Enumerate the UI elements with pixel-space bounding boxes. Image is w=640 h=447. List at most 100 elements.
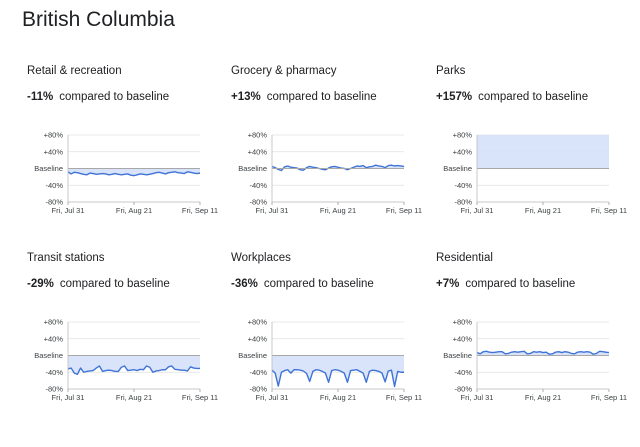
panel-title: Retail & recreation	[27, 65, 122, 77]
x-tick-label: Fri, Jul 31	[52, 206, 85, 215]
series-line	[272, 164, 404, 172]
change-suffix: compared to baseline	[465, 278, 576, 290]
panel-title: Residential	[436, 252, 493, 264]
series-group	[272, 355, 404, 388]
series-area	[477, 351, 609, 356]
y-tick-label: +40%	[453, 147, 473, 156]
y-tick-label: -40%	[45, 181, 63, 190]
y-tick-label: -40%	[454, 181, 472, 190]
panel-title: Workplaces	[231, 252, 291, 264]
parks-chart[interactable]: +80% +40% Baseline -40% -80%Fri, Jul 31 Fri, …	[436, 123, 627, 223]
change-value: -11%	[27, 91, 54, 103]
x-tick-label: Fri, Jul 31	[256, 393, 289, 402]
change-suffix: compared to baseline	[59, 91, 170, 103]
y-tick-label: +80%	[248, 318, 268, 327]
y-tick-label: -80%	[454, 385, 472, 394]
retail-recreation-chart[interactable]: +80% +40% Baseline -40% -80%Fri, Jul 31 Fri, …	[27, 123, 218, 223]
y-tick-label: Baseline	[443, 164, 472, 173]
series-line	[477, 350, 609, 355]
series-group	[477, 350, 609, 356]
y-tick-label: -80%	[45, 198, 63, 207]
panel-title: Parks	[436, 65, 466, 77]
series-area	[68, 355, 200, 375]
change-value: +157%	[436, 91, 473, 103]
change-suffix: compared to baseline	[266, 91, 377, 103]
workplaces-chart[interactable]: +80% +40% Baseline -40% -80%Fri, Jul 31 Fri, …	[231, 310, 422, 410]
y-tick-label: +40%	[248, 147, 268, 156]
y-tick-label: -40%	[249, 368, 267, 377]
residential-chart[interactable]: +80% +40% Baseline -40% -80%Fri, Jul 31 Fri, …	[436, 310, 627, 410]
panel-residential: Residential +7% compared to baseline +80%…	[436, 252, 627, 417]
y-tick-label: -40%	[249, 181, 267, 190]
x-tick-label: Fri, Aug 21	[525, 206, 561, 215]
y-tick-label: +80%	[453, 318, 473, 327]
series-line	[68, 365, 200, 376]
series-group	[68, 168, 200, 177]
y-tick-label: -80%	[454, 198, 472, 207]
panel-grocery-pharmacy: Grocery & pharmacy +13% compared to basel…	[231, 65, 422, 230]
x-tick-label: Fri, Jul 31	[256, 206, 289, 215]
page-title: British Columbia	[22, 8, 175, 31]
y-tick-label: Baseline	[238, 351, 267, 360]
transit-stations-chart[interactable]: +80% +40% Baseline -40% -80%Fri, Jul 31 Fri, …	[27, 310, 218, 410]
y-tick-label: +40%	[248, 334, 268, 343]
series-area	[68, 168, 200, 176]
x-tick-label: Fri, Sep 11	[386, 206, 422, 215]
panel-workplaces: Workplaces -36% compared to baseline +80%…	[231, 252, 422, 417]
x-tick-label: Fri, Sep 11	[591, 206, 627, 215]
x-tick-label: Fri, Aug 21	[116, 206, 152, 215]
x-tick-label: Fri, Jul 31	[52, 393, 85, 402]
y-tick-label: Baseline	[238, 164, 267, 173]
y-tick-label: Baseline	[443, 351, 472, 360]
change-value: -36%	[231, 278, 258, 290]
x-tick-label: Fri, Sep 11	[182, 206, 218, 215]
series-group	[477, 135, 609, 169]
series-group	[68, 355, 200, 376]
y-tick-label: Baseline	[34, 351, 63, 360]
y-tick-label: +40%	[44, 334, 64, 343]
y-tick-label: -80%	[249, 198, 267, 207]
series-group	[272, 164, 404, 172]
panel-change: -36% compared to baseline	[231, 278, 374, 290]
panel-title: Grocery & pharmacy	[231, 65, 337, 77]
y-tick-label: +40%	[453, 334, 473, 343]
y-tick-label: -80%	[249, 385, 267, 394]
x-tick-label: Fri, Sep 11	[386, 393, 422, 402]
change-value: +7%	[436, 278, 460, 290]
panel-retail-recreation: Retail & recreation -11% compared to base…	[27, 65, 218, 230]
y-tick-label: -80%	[45, 385, 63, 394]
y-tick-label: Baseline	[34, 164, 63, 173]
y-tick-label: +80%	[248, 131, 268, 140]
change-suffix: compared to baseline	[59, 278, 170, 290]
panel-transit-stations: Transit stations -29% compared to baselin…	[27, 252, 218, 417]
y-tick-label: -40%	[454, 368, 472, 377]
series-line	[272, 369, 404, 388]
series-area	[272, 355, 404, 387]
x-tick-label: Fri, Jul 31	[461, 393, 494, 402]
x-tick-label: Fri, Sep 11	[182, 393, 218, 402]
x-tick-label: Fri, Sep 11	[591, 393, 627, 402]
panel-change: +157% compared to baseline	[436, 91, 588, 103]
y-tick-label: +80%	[453, 131, 473, 140]
panel-change: -29% compared to baseline	[27, 278, 170, 290]
y-tick-label: +80%	[44, 318, 64, 327]
x-tick-label: Fri, Aug 21	[525, 393, 561, 402]
x-tick-label: Fri, Aug 21	[320, 393, 356, 402]
y-tick-label: -40%	[45, 368, 63, 377]
panel-change: +13% compared to baseline	[231, 91, 377, 103]
panel-change: -11% compared to baseline	[27, 91, 169, 103]
change-suffix: compared to baseline	[263, 278, 374, 290]
x-tick-label: Fri, Jul 31	[461, 206, 494, 215]
panel-title: Transit stations	[27, 252, 105, 264]
change-value: +13%	[231, 91, 261, 103]
change-suffix: compared to baseline	[478, 91, 589, 103]
series-area	[477, 135, 609, 169]
y-tick-label: +80%	[44, 131, 64, 140]
x-tick-label: Fri, Aug 21	[116, 393, 152, 402]
y-tick-label: +40%	[44, 147, 64, 156]
change-value: -29%	[27, 278, 54, 290]
x-tick-label: Fri, Aug 21	[320, 206, 356, 215]
grocery-pharmacy-chart[interactable]: +80% +40% Baseline -40% -80%Fri, Jul 31 Fri, …	[231, 123, 422, 223]
series-line	[68, 171, 200, 177]
panel-parks: Parks +157% compared to baseline +80% +40%…	[436, 65, 627, 230]
